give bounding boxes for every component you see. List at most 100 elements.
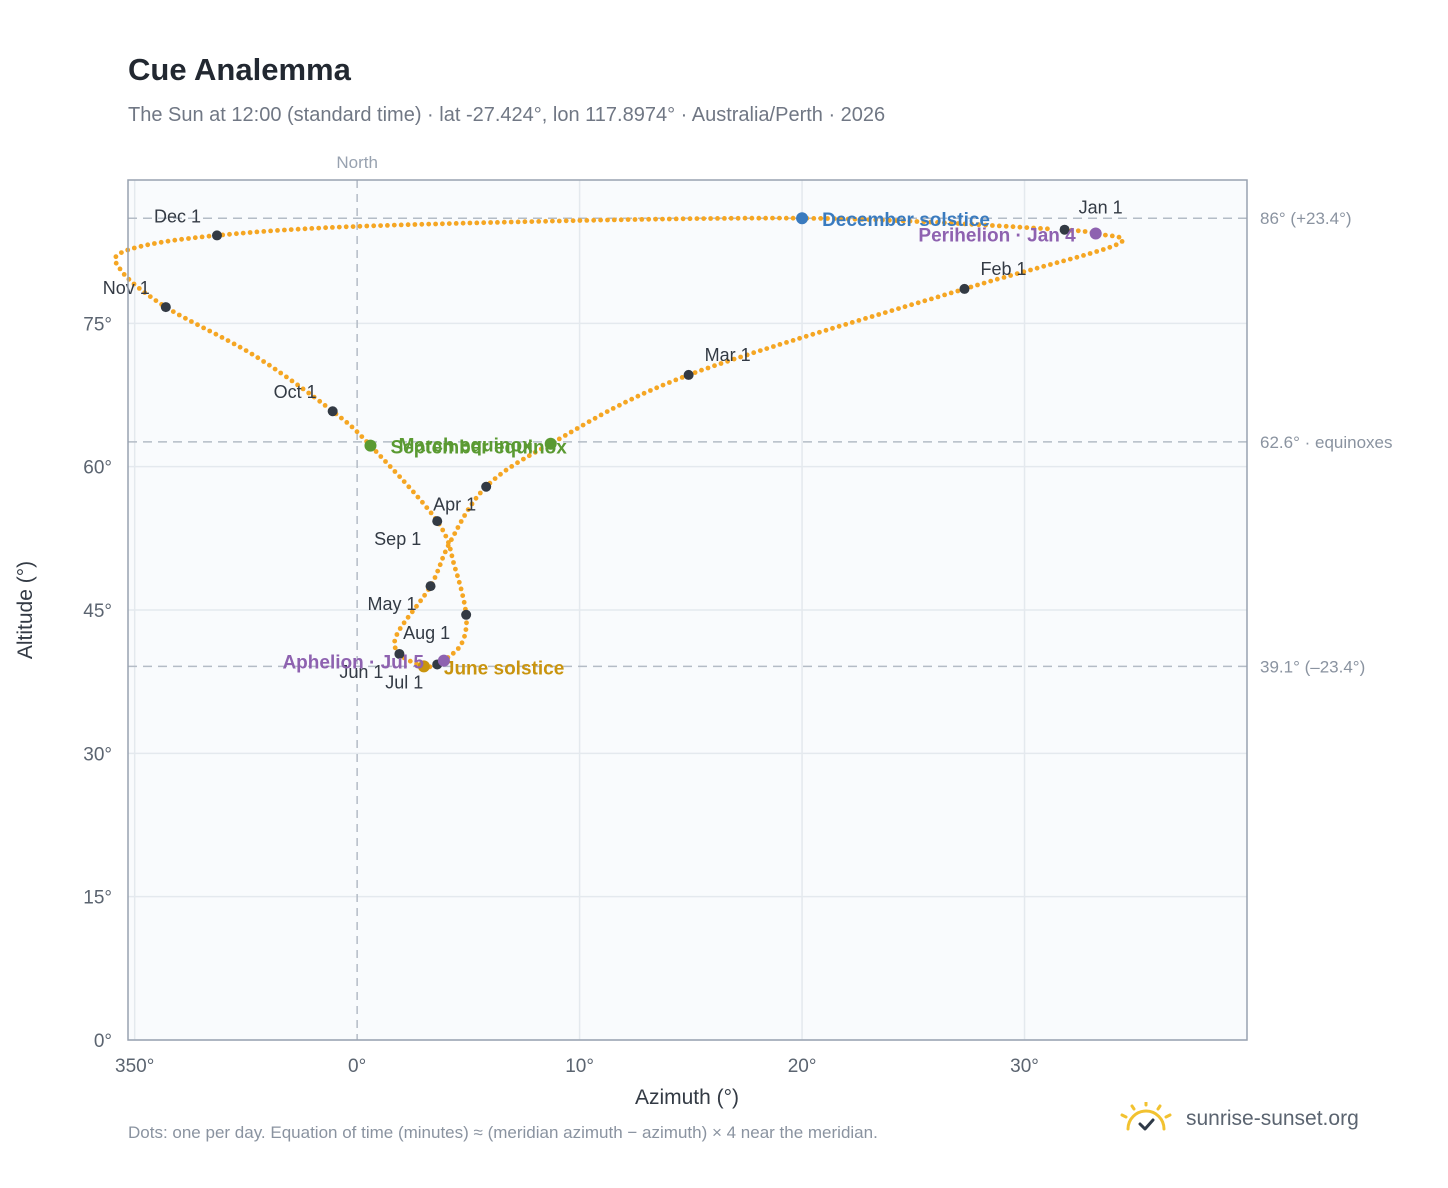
daily-sun-dot bbox=[763, 215, 768, 221]
x-tick-label: 10° bbox=[565, 1056, 594, 1077]
daily-sun-dot bbox=[825, 216, 830, 221]
daily-sun-dot bbox=[449, 553, 455, 559]
daily-sun-dot bbox=[446, 221, 452, 227]
daily-sun-dot bbox=[378, 454, 384, 459]
daily-sun-dot bbox=[435, 568, 441, 574]
daily-sun-dot bbox=[322, 403, 328, 408]
daily-sun-dot bbox=[515, 460, 520, 466]
daily-sun-dot bbox=[718, 361, 724, 366]
daily-sun-dot bbox=[371, 223, 377, 229]
daily-sun-dot bbox=[1014, 271, 1020, 276]
daily-sun-dot bbox=[562, 433, 568, 438]
daily-sun-dot bbox=[170, 309, 176, 314]
daily-sun-dot bbox=[1048, 262, 1053, 267]
daily-sun-dot bbox=[237, 344, 243, 350]
daily-sun-dot bbox=[849, 320, 855, 325]
daily-sun-dot bbox=[725, 358, 730, 364]
daily-sun-dot bbox=[1100, 247, 1106, 252]
daily-sun-dot bbox=[1067, 256, 1073, 262]
daily-sun-dot bbox=[586, 419, 592, 424]
daily-sun-dot bbox=[749, 215, 755, 221]
brand[interactable]: sunrise-sunset.org bbox=[1120, 1102, 1359, 1136]
daily-sun-dot bbox=[420, 499, 425, 505]
daily-sun-dot bbox=[357, 223, 363, 229]
daily-sun-dot bbox=[456, 579, 462, 585]
daily-sun-dot bbox=[422, 592, 427, 598]
daily-sun-dot bbox=[415, 494, 421, 500]
month-marker-dot bbox=[211, 230, 222, 241]
daily-sun-dot bbox=[771, 344, 776, 349]
daily-sun-dot bbox=[267, 362, 272, 368]
daily-sun-dot bbox=[639, 217, 645, 222]
daily-sun-dot bbox=[797, 335, 802, 341]
month-marker-label: Aug 1 bbox=[403, 623, 450, 643]
daily-sun-dot bbox=[538, 446, 544, 452]
month-marker-label: Jun 1 bbox=[339, 662, 383, 682]
daily-sun-dot bbox=[477, 490, 483, 496]
daily-sun-dot bbox=[440, 555, 445, 561]
daily-sun-dot bbox=[859, 217, 865, 222]
daily-sun-dot bbox=[473, 495, 479, 501]
daily-sun-dot bbox=[113, 254, 119, 260]
daily-sun-dot bbox=[838, 216, 844, 222]
daily-sun-dot bbox=[432, 575, 438, 580]
daily-sun-dot bbox=[680, 216, 686, 222]
daily-sun-dot bbox=[935, 220, 940, 225]
daily-sun-dot bbox=[147, 294, 153, 299]
daily-sun-dot bbox=[810, 331, 816, 337]
month-marker-label: Nov 1 bbox=[103, 278, 150, 298]
daily-sun-dot bbox=[731, 356, 737, 362]
daily-sun-dot bbox=[1109, 233, 1115, 239]
daily-sun-dot bbox=[136, 286, 142, 291]
daily-sun-dot bbox=[464, 620, 469, 626]
daily-sun-dot bbox=[896, 306, 901, 311]
daily-sun-dot bbox=[392, 638, 398, 644]
daily-sun-dot bbox=[529, 219, 535, 225]
daily-sun-dot bbox=[817, 329, 822, 335]
daily-sun-dot bbox=[598, 412, 604, 418]
daily-sun-dot bbox=[641, 390, 647, 396]
daily-sun-dot bbox=[254, 229, 260, 235]
daily-sun-dot bbox=[617, 402, 622, 408]
daily-sun-dot bbox=[921, 219, 927, 225]
daily-sun-dot bbox=[316, 225, 322, 231]
month-marker-dot bbox=[1059, 224, 1070, 235]
daily-sun-dot bbox=[742, 215, 748, 221]
daily-sun-dot bbox=[309, 226, 315, 231]
month-marker-label: Jul 1 bbox=[385, 672, 423, 692]
daily-sun-dot bbox=[996, 223, 1002, 229]
daily-sun-dot bbox=[412, 222, 418, 227]
daily-sun-dot bbox=[1038, 226, 1043, 231]
daily-sun-dot bbox=[311, 394, 317, 400]
daily-sun-dot bbox=[935, 294, 941, 300]
daily-sun-dot bbox=[428, 510, 434, 516]
daily-sun-dot bbox=[243, 348, 249, 353]
daily-sun-dot bbox=[618, 217, 624, 223]
daily-sun-dot bbox=[845, 216, 851, 222]
daily-sun-dot bbox=[219, 335, 225, 340]
daily-sun-dot bbox=[757, 348, 763, 353]
daily-sun-dot bbox=[474, 220, 480, 226]
daily-sun-dot bbox=[893, 218, 899, 224]
month-marker-dot bbox=[160, 302, 171, 313]
month-marker-dot bbox=[394, 648, 405, 659]
daily-sun-dot bbox=[976, 222, 982, 228]
daily-sun-dot bbox=[288, 227, 294, 233]
daily-sun-dot bbox=[401, 620, 407, 626]
daily-sun-dot bbox=[843, 322, 849, 327]
daily-sun-dot bbox=[225, 338, 231, 343]
daily-sun-dot bbox=[451, 560, 456, 565]
daily-sun-dot bbox=[526, 453, 532, 459]
daily-sun-dot bbox=[914, 219, 920, 224]
daily-sun-dot bbox=[666, 216, 672, 222]
daily-sun-dot bbox=[823, 327, 829, 333]
daily-sun-dot bbox=[722, 216, 727, 221]
daily-sun-dot bbox=[289, 378, 295, 384]
daily-sun-dot bbox=[728, 215, 734, 221]
daily-sun-dot bbox=[1107, 244, 1113, 250]
daily-sun-dot bbox=[302, 226, 308, 232]
daily-sun-dot bbox=[201, 325, 207, 331]
daily-sun-dot bbox=[378, 223, 383, 229]
daily-sun-dot bbox=[556, 218, 562, 224]
